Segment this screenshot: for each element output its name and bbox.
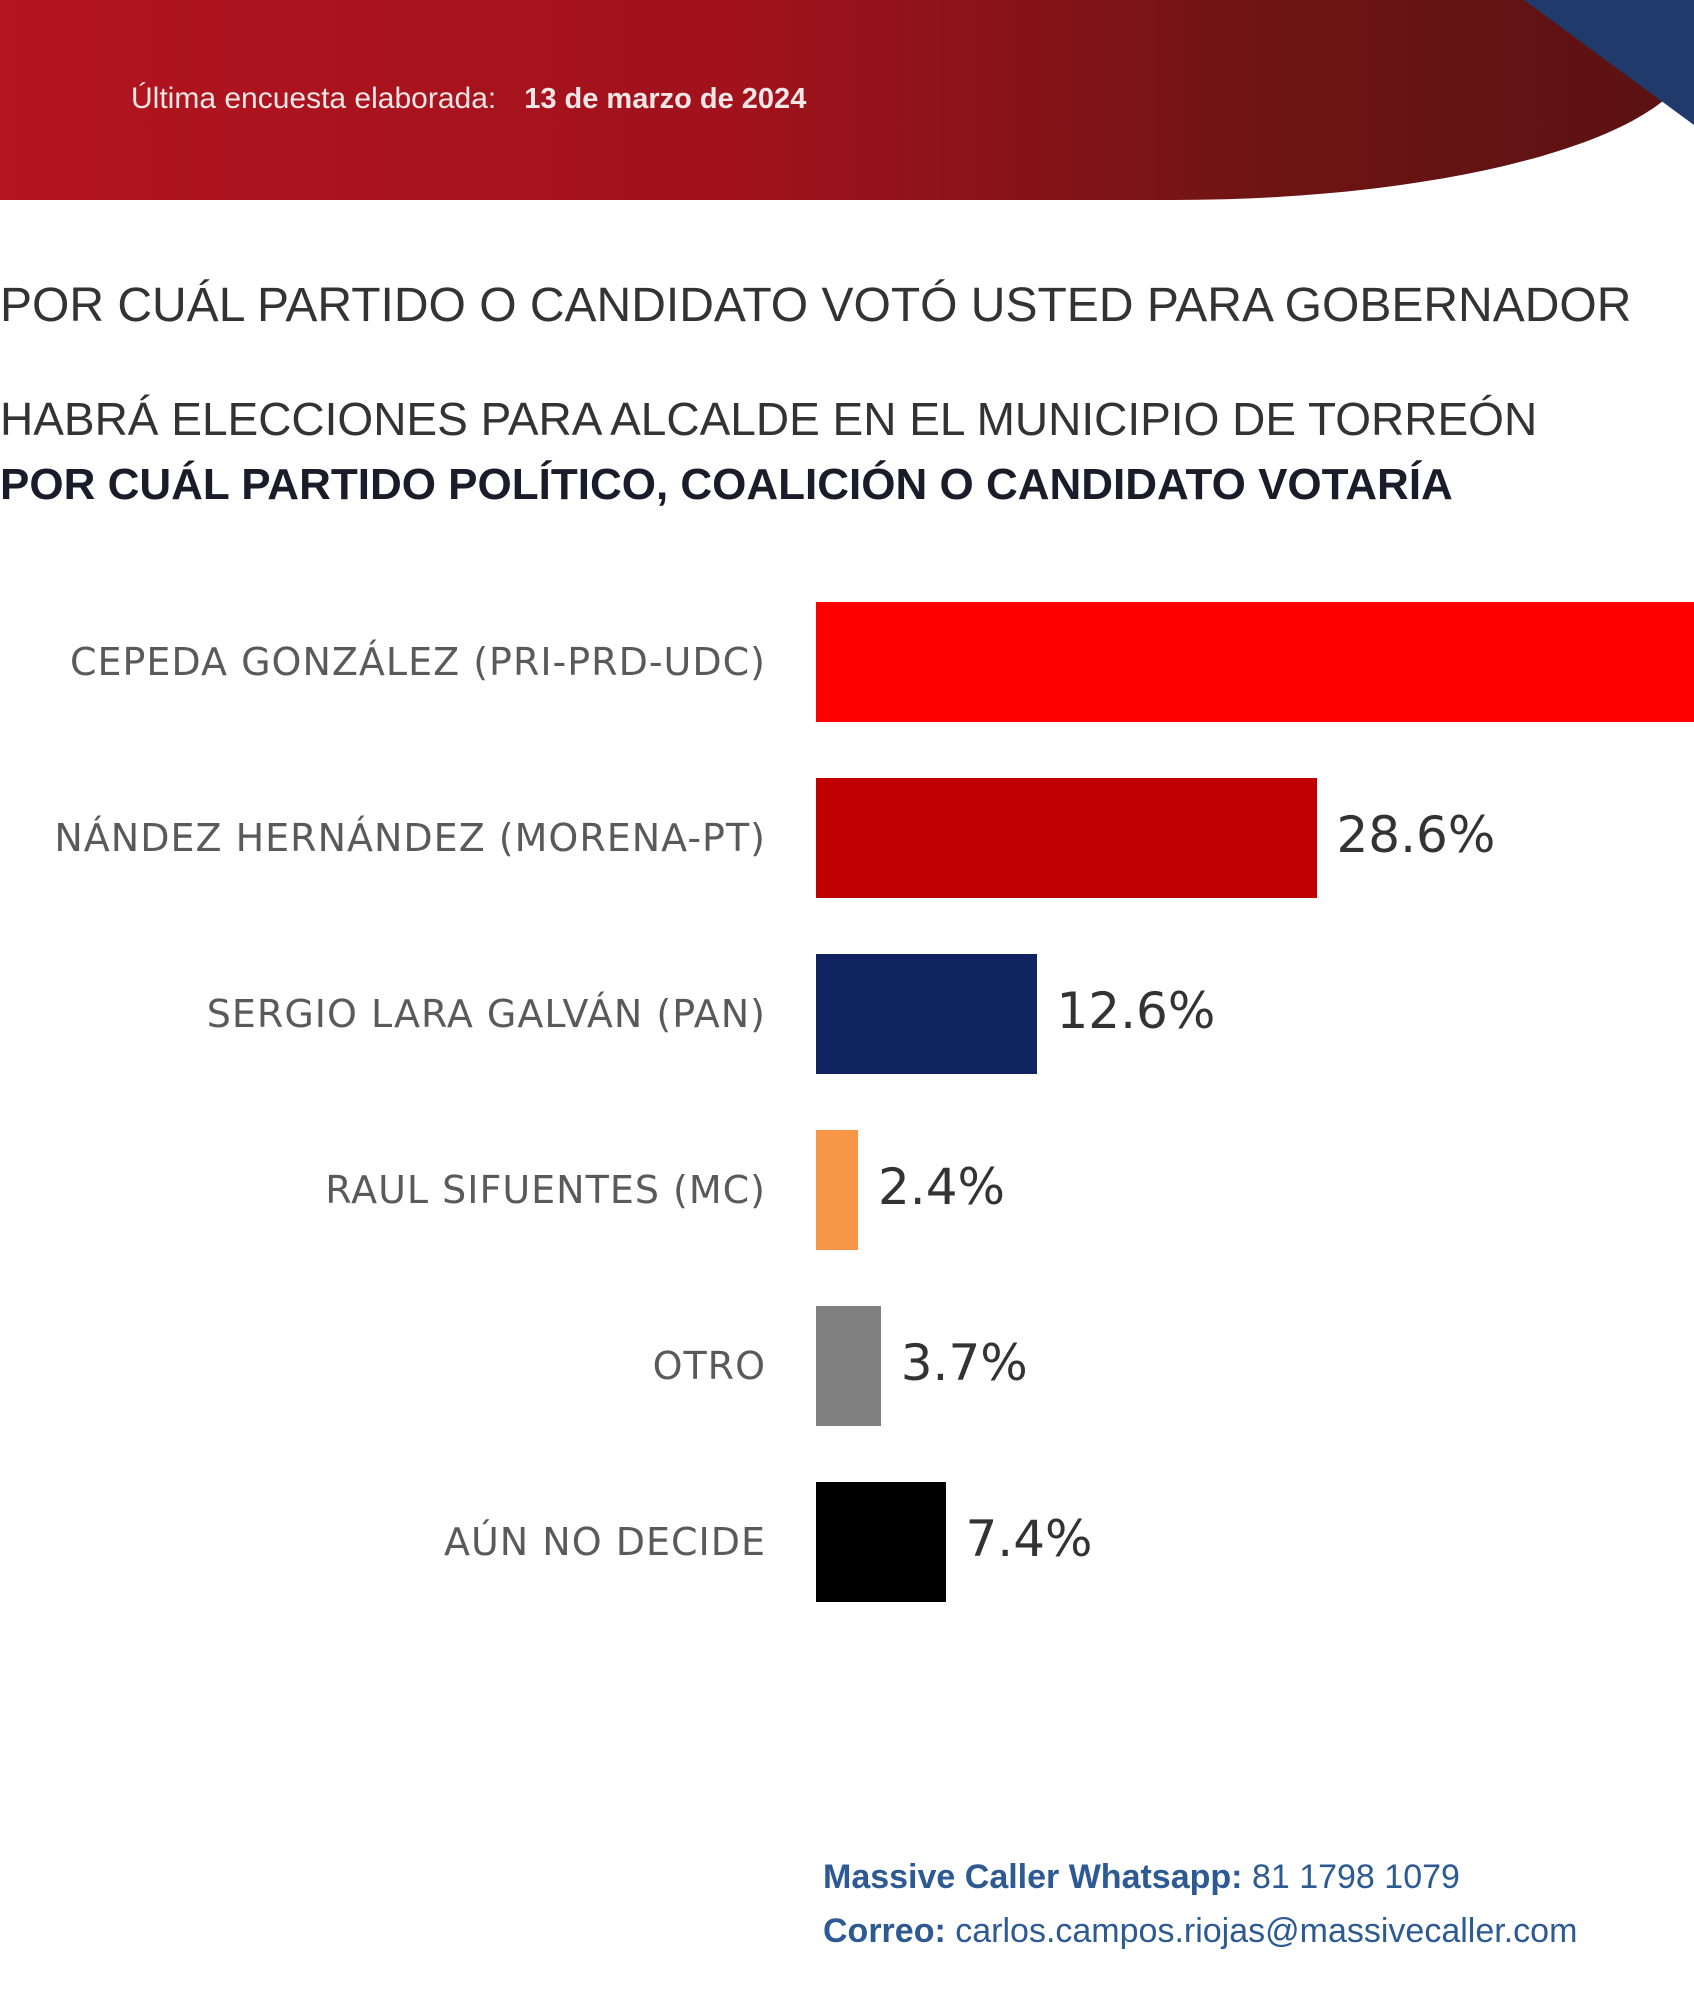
- whatsapp-label: Massive Caller Whatsapp:: [823, 1858, 1243, 1896]
- bar: [816, 602, 1694, 722]
- category-label: CEPEDA GONZÁLEZ (PRI-PRD-UDC): [69, 640, 766, 684]
- bar: [816, 1306, 881, 1426]
- bar: [816, 954, 1037, 1074]
- bar: [816, 1482, 946, 1602]
- header-blue-corner: [1524, 0, 1694, 125]
- email-label: Correo:: [823, 1912, 946, 1950]
- category-label: SERGIO LARA GALVÁN (PAN): [206, 992, 766, 1036]
- footer-email: Correo: carlos.campos.riojas@massivecall…: [823, 1912, 1577, 1951]
- survey-date: Última encuesta elaborada: 13 de marzo de…: [131, 82, 806, 116]
- question-governor: POR CUÁL PARTIDO O CANDIDATO VOTÓ USTED …: [0, 279, 1632, 332]
- question-vote-intent: POR CUÁL PARTIDO POLÍTICO, COALICIÓN O C…: [0, 460, 1453, 509]
- category-label: AÚN NO DECIDE: [443, 1520, 766, 1564]
- header-red-band: [0, 0, 1694, 200]
- category-label: RAUL SIFUENTES (MC): [325, 1168, 766, 1212]
- header-banner: Última encuesta elaborada: 13 de marzo de…: [0, 0, 1694, 205]
- survey-date-label: Última encuesta elaborada:: [131, 82, 497, 115]
- category-label: NÁNDEZ HERNÁNDEZ (MORENA-PT): [54, 816, 766, 860]
- value-label: 7.4%: [965, 1510, 1093, 1568]
- value-label: 28.6%: [1336, 806, 1496, 864]
- whatsapp-number: 81 1798 1079: [1251, 1858, 1460, 1896]
- value-label: 2.4%: [878, 1158, 1006, 1216]
- footer-whatsapp: Massive Caller Whatsapp: 81 1798 1079: [823, 1858, 1460, 1897]
- survey-date-value: 13 de marzo de 2024: [524, 83, 807, 115]
- value-label: 12.6%: [1056, 982, 1216, 1040]
- bar: [816, 778, 1317, 898]
- bar: [816, 1130, 858, 1250]
- question-elections: HABRÁ ELECCIONES PARA ALCALDE EN EL MUNI…: [0, 393, 1538, 445]
- email-address: carlos.campos.riojas@massivecaller.com: [955, 1912, 1578, 1950]
- category-label: OTRO: [652, 1344, 766, 1388]
- value-label: 3.7%: [900, 1334, 1028, 1392]
